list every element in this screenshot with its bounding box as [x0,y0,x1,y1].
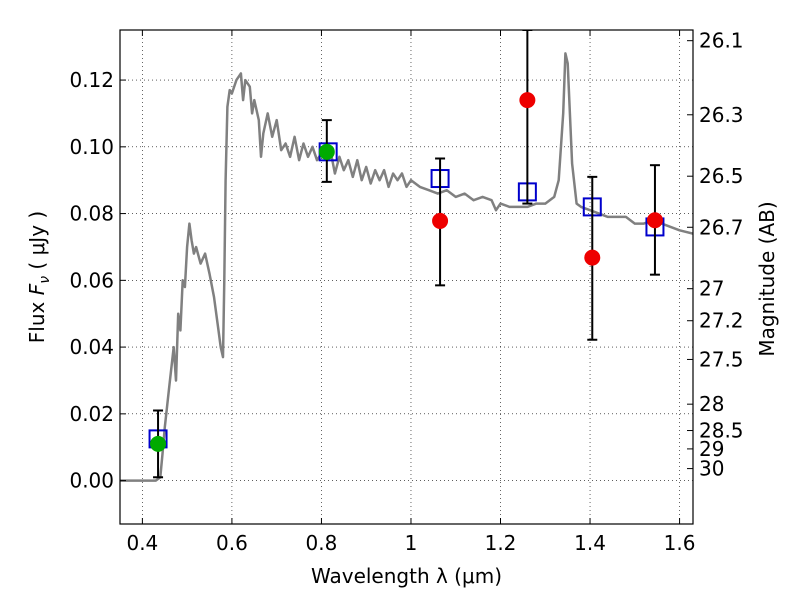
y-axis-label: Flux Fν ( μJy ) [25,211,53,343]
y-tick-label: 0.04 [69,335,114,359]
grid [120,30,693,524]
data-point-circle [150,435,167,452]
y2-tick-label: 28.5 [699,419,744,443]
x-tick-label: 0.4 [126,531,158,555]
x-tick-label: 1.4 [574,531,606,555]
y-axis-label-symbol: F [25,283,49,295]
data-point-circle [318,143,335,160]
series-filled-circle [432,30,663,341]
series-filled-circle [150,119,335,479]
y2-tick-label: 27 [699,277,724,301]
y2-tick-label: 26.7 [699,215,744,239]
plot-data [120,30,693,482]
y-tick-label: 0.12 [69,68,114,92]
y2-tick-label: 27.5 [699,347,744,371]
plot-frame [119,29,694,525]
x-axis-label: Wavelength λ (μm) [311,564,502,588]
data-point-circle [432,212,449,229]
y-tick-label: 0.00 [69,469,114,493]
y-tick-label: 0.06 [69,268,114,292]
y2-tick-label: 27.2 [699,309,744,333]
x-tick-label: 0.6 [216,531,248,555]
y-axis-label-prefix: Flux [25,295,49,343]
y2-tick-label: 28 [699,392,724,416]
y2-tick-label: 26.1 [699,29,744,53]
axis-ticks: 0.4 0.6 0.8 1 1.2 1.4 1.6 0.00 0.02 0.04 0.06 0.08 0… [69,29,743,555]
data-point-circle [584,249,601,266]
y-tick-label: 0.10 [69,135,114,159]
y2-tick-label: 26.3 [699,103,744,127]
y2-tick-label: 30 [699,457,724,481]
y2-tick-label: 29 [699,437,724,461]
x-tick-label: 1 [405,531,418,555]
y-tick-label: 0.08 [69,202,114,226]
data-point-circle [519,92,536,109]
y-axis-label-suffix: ( μJy ) [25,211,49,276]
model-spectrum-line [120,52,693,482]
y-axis-label-subscript: ν [37,276,53,284]
x-tick-label: 1.6 [664,531,696,555]
x-tick-label: 1.2 [485,531,517,555]
y-tick-label: 0.02 [69,402,114,426]
y2-axis-label: Magnitude (AB) [755,201,779,356]
data-point-circle [646,212,663,229]
y2-tick-label: 26.5 [699,164,744,188]
x-tick-label: 0.8 [306,531,338,555]
